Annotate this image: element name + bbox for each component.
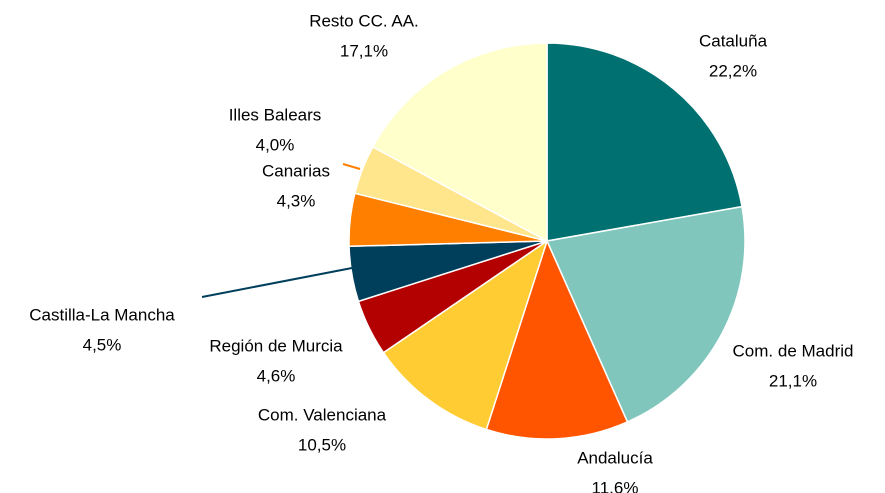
slice-value-label: 4,6%	[257, 366, 296, 385]
slice-label: Illes Balears	[229, 105, 322, 124]
pie-slice	[382, 239, 549, 431]
pie-slice	[485, 238, 629, 440]
slice-value-label: 4,3%	[277, 191, 316, 210]
pie-slice	[371, 42, 548, 243]
slice-label: Cataluña	[699, 31, 768, 50]
slice-value-label: 4,0%	[256, 135, 295, 154]
slice-value-label: 11,6%	[592, 478, 639, 493]
slice-value-label: 4,5%	[83, 335, 122, 354]
slice-label: Región de Murcia	[209, 336, 343, 355]
slice-label: Com. Valenciana	[258, 405, 387, 424]
slice-label: Castilla-La Mancha	[29, 305, 175, 324]
slice-label: Canarias	[262, 161, 330, 180]
slice-value-label: 22,2%	[709, 61, 757, 80]
slice-label: Com. de Madrid	[733, 341, 854, 360]
slice-label: Resto CC. AA.	[309, 11, 419, 30]
pie-slice	[546, 42, 743, 242]
slice-value-label: 10,5%	[298, 435, 346, 454]
leader-line	[342, 163, 361, 170]
slice-value-label: 21,1%	[769, 371, 817, 390]
slice-value-label: 17,1%	[340, 41, 388, 60]
slice-label: Andalucía	[577, 448, 653, 467]
pie-slice	[545, 205, 746, 423]
leader-line	[201, 267, 353, 298]
